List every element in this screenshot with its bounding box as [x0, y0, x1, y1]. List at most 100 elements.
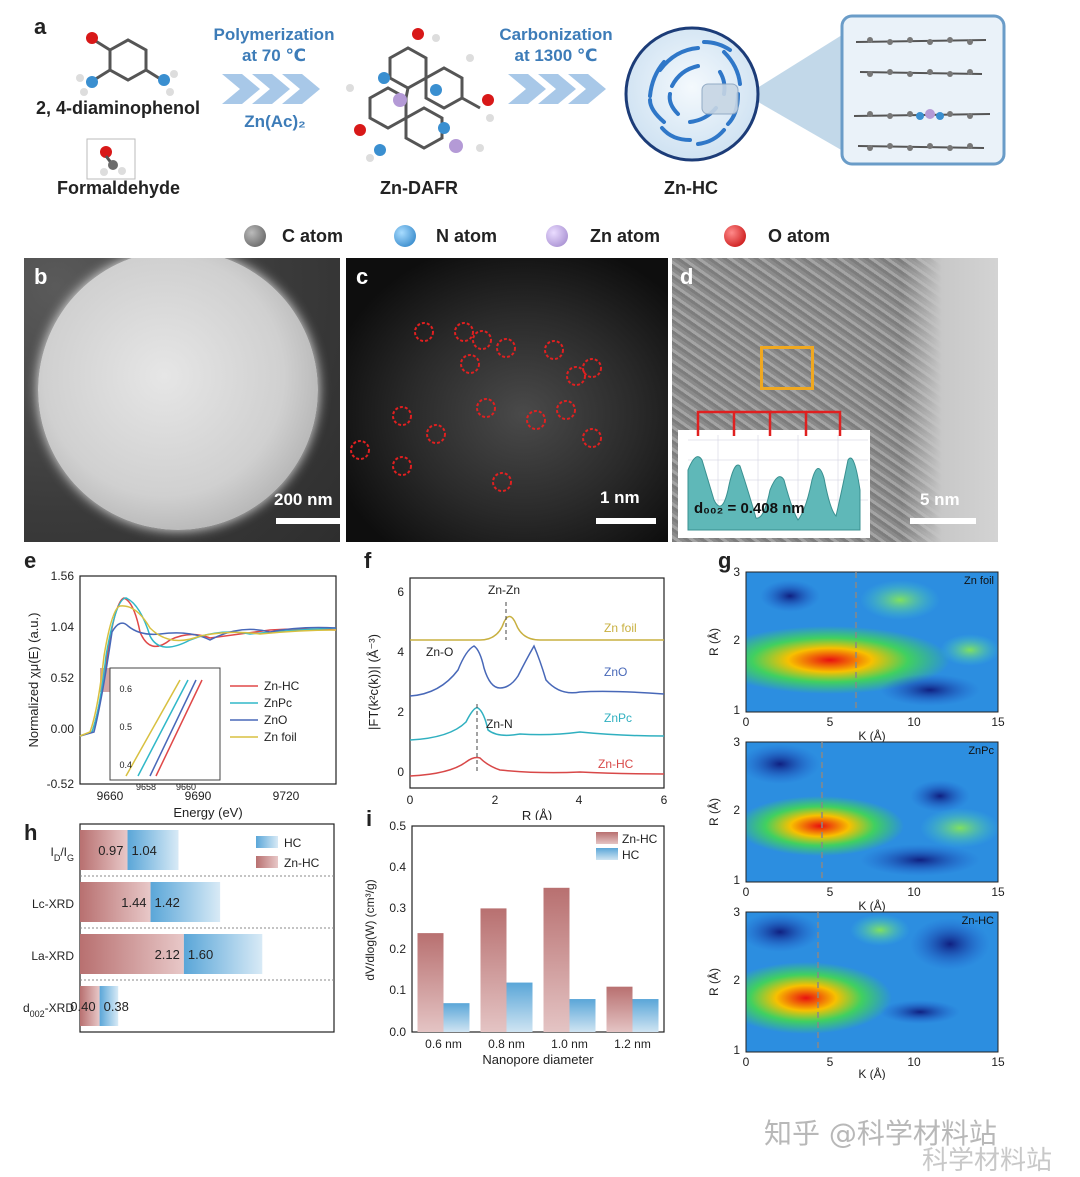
exafs-curve-zn-foil — [410, 615, 664, 641]
wavelet3-xtick-3: 15 — [991, 1055, 1005, 1069]
wavelet2-xtick-2: 10 — [907, 885, 921, 899]
xanes-legend-znpc: ZnPc — [264, 696, 292, 710]
wavelet2-xtick-3: 15 — [991, 885, 1005, 899]
single-atom-markers — [350, 322, 602, 492]
bar-i-zn-hc-0 — [417, 933, 444, 1032]
xanes-axes-frame — [79, 575, 337, 785]
step1-arrow — [222, 74, 320, 104]
exafs-ytick-3: 0 — [397, 765, 404, 779]
zn-atom-label: Zn atom — [590, 226, 660, 246]
bar-h-cat-la: La-XRD — [31, 949, 74, 963]
c-atom-icon — [244, 225, 266, 247]
line-profile-inset: d₀₀₂ = 0.408 nm — [678, 430, 870, 538]
line-profile-plot — [687, 435, 868, 531]
wavelet2-ytick-0: 3 — [733, 735, 740, 749]
step2-line1: Carbonization — [499, 25, 613, 44]
bar-h-hc-label-2: 1.60 — [188, 947, 213, 962]
bar-h-cat-lc: Lc-XRD — [32, 897, 74, 911]
wavelet1-xtick-1: 5 — [827, 715, 834, 729]
panel-label-b: b — [34, 264, 48, 289]
step2-arrow — [508, 74, 606, 104]
zn-atom-icon — [546, 225, 568, 247]
wavelet1-ytick-2: 1 — [733, 703, 740, 717]
bar-h-zn-hc-1 — [80, 882, 151, 922]
bar-h-zn-hc-label-1: 1.44 — [121, 895, 146, 910]
haadf-image: c 1 nm — [346, 258, 668, 542]
bar-i-legend-zn-hc-swatch — [596, 832, 618, 844]
bar-h-zn-hc-label-0: 0.97 — [98, 843, 123, 858]
exafs-label-zn-foil: Zn foil — [604, 621, 637, 635]
panel-label-d: d — [680, 264, 694, 289]
diaminophenol-molecule — [76, 32, 178, 96]
watermark-secondary: 科学材料站 — [922, 1146, 1053, 1176]
wavelet2-ytick-1: 2 — [733, 803, 740, 817]
exafs-ytick-0: 6 — [397, 585, 404, 599]
bar-i-legend-hc-swatch — [596, 848, 618, 860]
n-atom-icon — [394, 225, 416, 247]
bar-i-cat-1: 0.8 nm — [488, 1037, 525, 1051]
bar-i-ylabel: dV/dlog(W) (cm³/g) — [363, 879, 377, 980]
wavelet2-xlabel: K (Å) — [858, 898, 885, 913]
scale-bar-d — [910, 518, 976, 524]
reagent-diaminophenol: 2, 4-diaminophenol — [36, 98, 201, 118]
bar-i-categories: 0.6 nm 0.8 nm 1.0 nm 1.2 nm — [425, 1037, 651, 1051]
panel-label-g: g — [718, 548, 732, 573]
bar-chart-i: 0.5 0.4 0.3 0.2 0.1 0.0 0.6 nm 0.8 nm 1.0 … — [363, 819, 665, 1067]
inset-ytick-0: 0.6 — [119, 684, 132, 694]
bar-i-legend-hc: HC — [622, 848, 640, 862]
xanes-chart: 1.56 1.04 0.52 0.00 -0.52 9660 9690 9720… — [26, 569, 337, 820]
bar-i-cat-0: 0.6 nm — [425, 1037, 462, 1051]
wavelet2-xtick-1: 5 — [827, 885, 834, 899]
step1-line1: Polymerization — [213, 25, 335, 44]
bar-i-zn-hc-1 — [480, 908, 507, 1032]
exafs-curve-zn-hc — [409, 756, 665, 777]
wavelet-map-zn-foil — [746, 572, 998, 712]
bar-h-cat-d002: d002-XRD — [23, 1001, 74, 1019]
xanes-ytick-2: 0.52 — [51, 671, 75, 685]
xanes-ytick-4: -0.52 — [47, 777, 75, 791]
bar-h-zn-hc-label-2: 2.12 — [155, 947, 180, 962]
wavelet1-xtick-2: 10 — [907, 715, 921, 729]
wavelet1-xtick-0: 0 — [743, 715, 750, 729]
carbon-sphere — [38, 258, 318, 530]
c-atom-label: C atom — [282, 226, 344, 246]
panel-label-c: c — [356, 264, 369, 289]
lattice-markers — [696, 410, 842, 436]
panel-label-e: e — [24, 548, 37, 573]
o-atom-icon — [724, 225, 746, 247]
wavelet3-ylabel: R (Å) — [706, 968, 721, 996]
wavelet3-xlabel: K (Å) — [858, 1066, 885, 1080]
sem-image: b 200 nm — [24, 258, 340, 542]
n-atom-label: N atom — [436, 226, 498, 246]
exafs-xtick-0: 0 — [407, 793, 414, 807]
wavelet1-ytick-1: 2 — [733, 633, 740, 647]
bar-i-hc-0 — [443, 1003, 470, 1032]
formaldehyde-molecule — [86, 138, 136, 180]
exafs-ytick-2: 2 — [397, 705, 404, 719]
step2-label: Carbonization at 1300 ℃ — [488, 24, 624, 66]
inset-xtick-1: 9660 — [176, 782, 196, 792]
xanes-ytick-1: 1.04 — [51, 620, 75, 634]
step1-line2: at 70 ℃ — [241, 46, 307, 65]
scale-text-d: 5 nm — [920, 490, 960, 509]
exafs-xtick-3: 6 — [661, 793, 668, 807]
exafs-axes-frame — [409, 577, 665, 789]
xanes-ylabel: Normalized χμ(E) (a.u.) — [26, 613, 41, 748]
wavelet-map-znpc — [746, 742, 998, 882]
panel-label-i: i — [366, 806, 373, 831]
exafs-label-zn-hc: Zn-HC — [598, 757, 634, 771]
xanes-xlabel: Energy (eV) — [173, 805, 242, 820]
bar-h-hc-0 — [127, 830, 179, 870]
exafs-annotation-zn-zn: Zn-Zn — [488, 583, 520, 597]
hrtem-image: d d₀₀₂ = 0.408 nm 5 nm — [672, 258, 998, 542]
bar-h-hc-label-3: 0.38 — [104, 999, 129, 1014]
inset-ytick-1: 0.5 — [119, 722, 132, 732]
bar-h-legend-zn-hc-swatch — [256, 856, 278, 868]
bar-i-zn-hc-2 — [543, 887, 570, 1032]
inset-ytick-2: 0.4 — [119, 760, 132, 770]
wavelet-title-zn-hc: Zn-HC — [962, 915, 994, 927]
bar-h-hc-2 — [183, 934, 263, 974]
wavelet1-ytick-0: 3 — [733, 565, 740, 579]
bar-i-ytick-2: 0.3 — [389, 901, 406, 915]
xanes-curve-zn-foil — [79, 605, 337, 737]
